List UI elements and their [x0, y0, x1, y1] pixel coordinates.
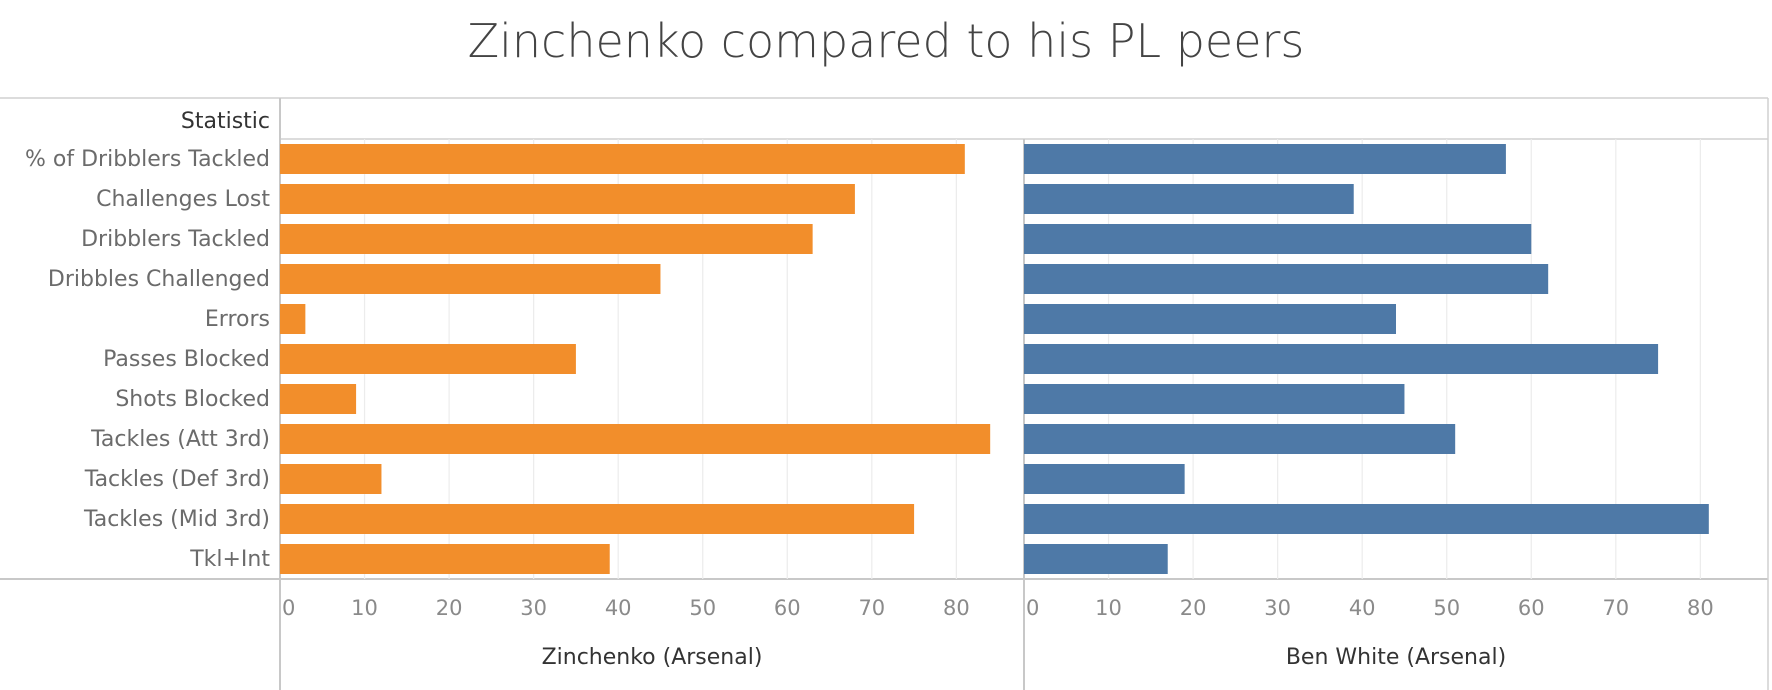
- x-tick-label: 20: [1180, 596, 1207, 620]
- category-label: Shots Blocked: [115, 387, 270, 412]
- category-label: Dribblers Tackled: [81, 227, 270, 252]
- x-tick-label: 0: [1026, 596, 1039, 620]
- bar: [280, 304, 306, 334]
- category-label: Tackles (Def 3rd): [84, 467, 270, 492]
- category-label: Tkl+Int: [189, 547, 270, 572]
- category-label: Tackles (Mid 3rd): [83, 507, 270, 532]
- category-label: Passes Blocked: [103, 347, 270, 372]
- x-tick-label: 40: [605, 596, 632, 620]
- x-tick-label: 30: [520, 596, 547, 620]
- bar: [1024, 504, 1709, 534]
- bar: [280, 224, 813, 254]
- bar: [280, 264, 661, 294]
- x-tick-label: 10: [351, 596, 378, 620]
- panel-axis-title: Ben White (Arsenal): [1286, 645, 1506, 670]
- bar: [1024, 344, 1659, 374]
- x-tick-label: 80: [943, 596, 970, 620]
- bar: [1024, 544, 1168, 574]
- bar: [1024, 304, 1396, 334]
- chart-title: Zinchenko compared to his PL peers: [467, 14, 1305, 68]
- bar: [1024, 224, 1532, 254]
- bar: [280, 384, 357, 414]
- bar: [280, 144, 965, 174]
- category-label: Tackles (Att 3rd): [90, 427, 270, 452]
- bars: [280, 144, 1709, 574]
- bar: [280, 464, 382, 494]
- x-tick-label: 70: [1602, 596, 1629, 620]
- tick-labels: 0 10 20 30 40 50 60 70 80 Zinchenko (Arsenal) 0 10 2…: [282, 596, 1714, 670]
- x-tick-label: 70: [858, 596, 885, 620]
- bar: [1024, 424, 1456, 454]
- x-tick-label: 0: [282, 596, 295, 620]
- x-tick-label: 60: [1518, 596, 1545, 620]
- panel-axis-title: Zinchenko (Arsenal): [542, 645, 763, 670]
- x-tick-label: 10: [1095, 596, 1122, 620]
- statistic-header: Statistic: [181, 109, 270, 134]
- category-label: Challenges Lost: [96, 187, 270, 212]
- x-tick-label: 50: [1433, 596, 1460, 620]
- x-tick-label: 80: [1687, 596, 1714, 620]
- bar: [280, 424, 991, 454]
- bar: [1024, 384, 1405, 414]
- bar: [1024, 464, 1185, 494]
- x-tick-label: 20: [436, 596, 463, 620]
- bar: [1024, 264, 1549, 294]
- category-label: Errors: [205, 307, 270, 332]
- x-tick-label: 50: [689, 596, 716, 620]
- bar: [1024, 184, 1354, 214]
- category-label: Dribbles Challenged: [48, 267, 270, 292]
- x-tick-label: 30: [1264, 596, 1291, 620]
- bar: [280, 184, 855, 214]
- x-tick-label: 40: [1349, 596, 1376, 620]
- bar: [280, 344, 576, 374]
- x-tick-label: 60: [774, 596, 801, 620]
- bar: [1024, 144, 1506, 174]
- bar: [280, 504, 915, 534]
- category-labels: % of Dribblers Tackled Challenges Lost Dri…: [25, 147, 270, 572]
- bar: [280, 544, 610, 574]
- category-label: % of Dribblers Tackled: [25, 147, 270, 172]
